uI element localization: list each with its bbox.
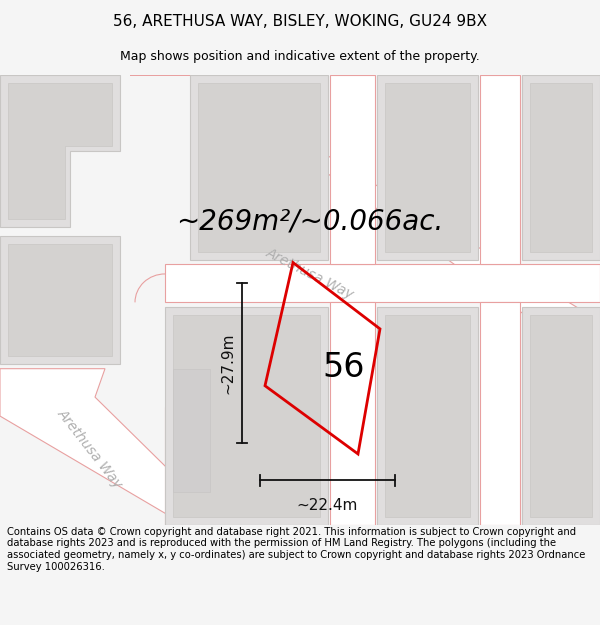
Polygon shape: [0, 236, 120, 364]
Polygon shape: [480, 75, 520, 264]
Polygon shape: [330, 75, 375, 264]
Polygon shape: [0, 75, 120, 227]
Polygon shape: [385, 82, 470, 252]
Polygon shape: [530, 314, 592, 518]
Polygon shape: [0, 369, 225, 525]
Text: 56: 56: [323, 351, 365, 384]
Polygon shape: [480, 302, 520, 525]
Polygon shape: [165, 407, 210, 525]
Polygon shape: [522, 75, 600, 260]
Text: ~27.9m: ~27.9m: [221, 332, 235, 394]
Polygon shape: [8, 244, 112, 356]
Text: ~22.4m: ~22.4m: [297, 498, 358, 512]
Text: Arethusa Way: Arethusa Way: [55, 407, 125, 492]
Polygon shape: [330, 302, 375, 525]
Polygon shape: [130, 75, 600, 369]
Polygon shape: [377, 307, 478, 525]
Text: ~269m²/~0.066ac.: ~269m²/~0.066ac.: [176, 208, 443, 236]
Polygon shape: [190, 75, 328, 260]
Text: Map shows position and indicative extent of the property.: Map shows position and indicative extent…: [120, 49, 480, 62]
Polygon shape: [522, 307, 600, 525]
Polygon shape: [385, 314, 470, 518]
Polygon shape: [198, 82, 320, 252]
Text: 56, ARETHUSA WAY, BISLEY, WOKING, GU24 9BX: 56, ARETHUSA WAY, BISLEY, WOKING, GU24 9…: [113, 14, 487, 29]
Polygon shape: [165, 307, 328, 525]
Polygon shape: [8, 82, 112, 219]
Text: Arethusa Way: Arethusa Way: [264, 246, 356, 302]
Polygon shape: [530, 82, 592, 252]
Polygon shape: [165, 264, 600, 302]
Polygon shape: [173, 369, 210, 492]
Polygon shape: [377, 75, 478, 260]
Text: Contains OS data © Crown copyright and database right 2021. This information is : Contains OS data © Crown copyright and d…: [7, 527, 586, 572]
Polygon shape: [173, 314, 320, 518]
